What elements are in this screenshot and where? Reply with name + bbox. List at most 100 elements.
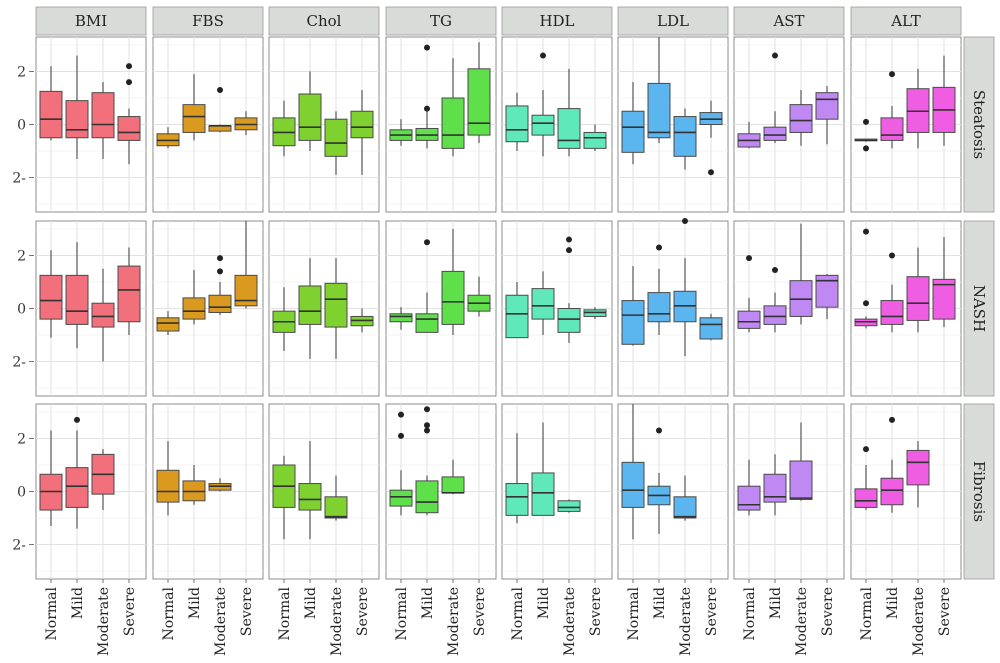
box-body bbox=[673, 496, 697, 519]
box-steatosis-chol-mild bbox=[298, 71, 322, 152]
box-nash-ast-moderate bbox=[789, 223, 813, 325]
box-nash-alt-normal bbox=[854, 228, 878, 329]
box-fibrosis-alt-moderate bbox=[906, 441, 930, 508]
box-body bbox=[932, 278, 956, 320]
box-body bbox=[298, 285, 322, 325]
outlier-point bbox=[424, 105, 430, 112]
box-body bbox=[91, 92, 115, 139]
box-body bbox=[324, 496, 348, 519]
outlier-point bbox=[217, 87, 223, 94]
y-tick-label: 2- bbox=[12, 355, 26, 371]
box-body bbox=[441, 97, 465, 149]
panel-nash-tg bbox=[385, 220, 497, 397]
strip-fbs: FBS bbox=[152, 6, 264, 36]
outlier-point bbox=[424, 239, 430, 246]
x-tick-label-normal: Normal bbox=[44, 586, 60, 640]
strip-chol: Chol bbox=[268, 6, 380, 36]
panel-nash-hdl bbox=[501, 220, 613, 397]
box-steatosis-ast-moderate bbox=[789, 90, 813, 146]
strip-label-fbs: FBS bbox=[192, 12, 224, 30]
outlier-point bbox=[863, 145, 869, 152]
box-body bbox=[647, 82, 671, 139]
panel-fibrosis-bmi bbox=[35, 403, 147, 580]
box-body bbox=[583, 131, 607, 149]
x-tick-label-mild: Mild bbox=[768, 587, 784, 619]
x-tick-label-mild: Mild bbox=[652, 587, 668, 619]
row-strip-background-fibrosis bbox=[963, 403, 995, 580]
outlier-point bbox=[863, 118, 869, 125]
box-body bbox=[467, 68, 491, 136]
box-nash-alt-severe bbox=[932, 236, 956, 328]
y-tick-label: 0 bbox=[17, 485, 26, 501]
outlier-point bbox=[398, 411, 404, 418]
box-fibrosis-ldl-mild bbox=[647, 427, 671, 534]
box-body bbox=[789, 460, 813, 500]
box-nash-ldl-normal bbox=[621, 266, 645, 346]
box-body bbox=[673, 116, 697, 157]
box-body bbox=[906, 449, 930, 486]
box-nash-ast-mild bbox=[763, 267, 787, 333]
box-steatosis-bmi-normal bbox=[39, 66, 63, 141]
outlier-point bbox=[217, 255, 223, 262]
box-steatosis-tg-mild bbox=[415, 44, 439, 149]
box-body bbox=[441, 270, 465, 325]
x-tick-label-normal: Normal bbox=[510, 586, 526, 640]
box-nash-hdl-severe bbox=[583, 307, 607, 320]
box-steatosis-bmi-mild bbox=[65, 55, 89, 159]
box-fibrosis-ldl-normal bbox=[621, 404, 645, 540]
box-body bbox=[880, 300, 904, 325]
box-body bbox=[531, 472, 555, 516]
outlier-point bbox=[126, 63, 132, 70]
outlier-point bbox=[772, 52, 778, 59]
box-fibrosis-ldl-moderate bbox=[673, 475, 697, 521]
strip-background-fbs bbox=[152, 6, 264, 36]
x-tick-label-mild: Mild bbox=[536, 587, 552, 619]
y-tick-label: 2 bbox=[17, 64, 26, 80]
box-body bbox=[557, 308, 581, 333]
panel-nash-fbs bbox=[152, 220, 264, 397]
strip-background-tg bbox=[385, 6, 497, 36]
x-tick-label-severe: Severe bbox=[937, 587, 953, 636]
strip-steatosis: Steatosis bbox=[963, 36, 995, 213]
box-body bbox=[65, 467, 89, 508]
y-tick-label: 2- bbox=[12, 171, 26, 187]
box-fibrosis-hdl-mild bbox=[531, 422, 555, 516]
box-body bbox=[906, 276, 930, 321]
box-body bbox=[39, 274, 63, 320]
x-tick-label-severe: Severe bbox=[588, 587, 604, 636]
box-steatosis-fbs-normal bbox=[156, 127, 180, 149]
box-nash-tg-moderate bbox=[441, 228, 465, 336]
box-steatosis-bmi-moderate bbox=[91, 82, 115, 159]
box-steatosis-chol-moderate bbox=[324, 111, 348, 175]
box-body bbox=[298, 483, 322, 511]
y-tick-label: 0 bbox=[17, 302, 26, 318]
box-body bbox=[621, 461, 645, 508]
box-nash-hdl-normal bbox=[505, 281, 529, 339]
box-body bbox=[737, 310, 761, 329]
box-body bbox=[505, 294, 529, 339]
strip-background-alt bbox=[850, 6, 962, 36]
box-steatosis-ast-mild bbox=[763, 52, 787, 144]
box-body bbox=[117, 116, 141, 141]
box-body bbox=[854, 488, 878, 508]
box-fibrosis-chol-moderate bbox=[324, 475, 348, 521]
strip-label-alt: ALT bbox=[890, 12, 921, 30]
box-steatosis-chol-normal bbox=[272, 100, 296, 157]
box-fibrosis-chol-mild bbox=[298, 441, 322, 540]
panel-steatosis-alt bbox=[850, 36, 962, 213]
box-nash-bmi-severe bbox=[117, 247, 141, 336]
box-fibrosis-hdl-normal bbox=[505, 433, 529, 524]
outlier-point bbox=[656, 427, 662, 434]
panel-fibrosis-ast bbox=[733, 403, 845, 580]
box-steatosis-tg-normal bbox=[389, 119, 413, 146]
panel-steatosis-tg bbox=[385, 36, 497, 213]
panel-fibrosis-fbs bbox=[152, 403, 264, 580]
strip-label-bmi: BMI bbox=[75, 12, 107, 30]
outlier-point bbox=[424, 427, 430, 434]
x-tick-label-moderate: Moderate bbox=[213, 587, 229, 656]
box-steatosis-ast-normal bbox=[737, 121, 761, 149]
outlier-point bbox=[863, 446, 869, 453]
box-body bbox=[234, 274, 258, 307]
box-body bbox=[65, 274, 89, 325]
panel-fibrosis-alt bbox=[850, 403, 962, 580]
